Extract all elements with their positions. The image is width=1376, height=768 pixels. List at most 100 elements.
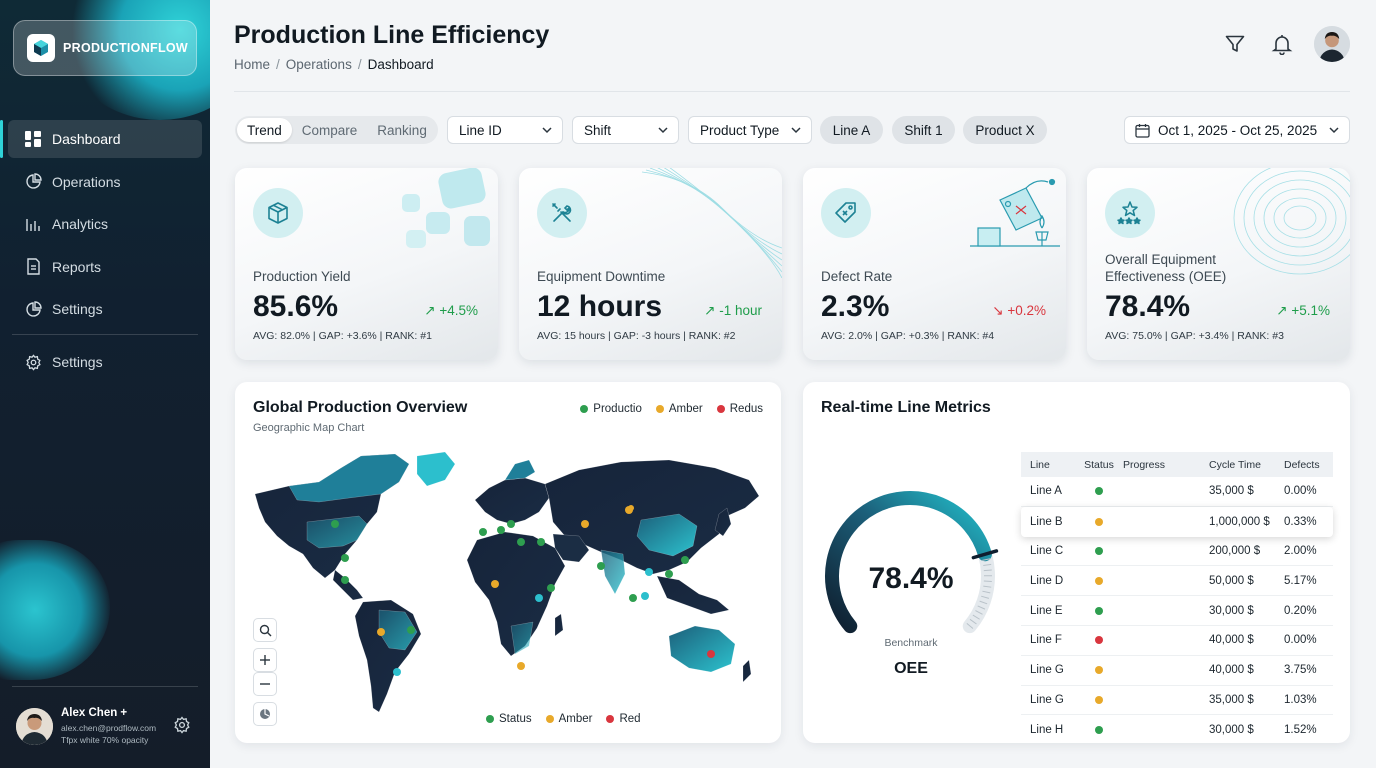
region-canada[interactable] [288,453,410,503]
map-marker[interactable] [491,580,499,588]
map-marker[interactable] [597,562,605,570]
tab-trend[interactable]: Trend [237,118,292,142]
kpi-card-production-yield[interactable]: Production Yield 85.6% ↗ +4.5% AVG: 82.0… [235,168,498,360]
column-header[interactable]: Progress [1123,458,1166,471]
region-south-africa[interactable] [510,621,534,655]
map-marker[interactable] [377,628,385,636]
filter-chip-shift[interactable]: Shift 1 [892,116,955,144]
column-header[interactable]: Defects [1284,458,1320,471]
legend-item[interactable]: Amber [545,713,592,725]
region-central-america[interactable] [332,569,364,601]
status-cell [1078,576,1120,585]
legend-item[interactable]: Productio [580,403,642,415]
avatar[interactable] [16,708,53,745]
map-marker[interactable] [707,650,715,658]
table-row[interactable]: Line B 1,000,000 $ 0.33% [1021,506,1333,537]
legend-item[interactable]: Redus [716,403,763,415]
table-row[interactable]: Line F 40,000 $ 0.00% [1021,626,1333,656]
map-marker[interactable] [393,668,401,676]
breadcrumb-home[interactable]: Home [234,57,271,72]
search-button[interactable] [253,618,277,642]
region-scandinavia[interactable] [504,459,536,481]
shift-select[interactable]: Shift [572,116,679,144]
bell-icon[interactable] [1271,33,1293,56]
map-marker[interactable] [628,505,634,511]
kpi-card-oee[interactable]: Overall Equipment Effectiveness (OEE) 78… [1087,168,1350,360]
filter-chip-product[interactable]: Product X [963,116,1047,144]
column-header[interactable]: Line [1030,458,1050,471]
filter-icon[interactable] [1224,33,1246,55]
sidebar-item-settings[interactable]: Settings [8,290,202,328]
table-row[interactable]: Line G 35,000 $ 1.03% [1021,686,1333,716]
breadcrumb-operations[interactable]: Operations [285,57,352,72]
map-marker[interactable] [535,594,543,602]
map-marker[interactable] [681,556,689,564]
map-marker[interactable] [341,554,349,562]
user-profile[interactable]: Alex Chen + alex.chen@prodflow.com Tfpx … [16,706,196,750]
legend-item[interactable]: Amber [655,403,703,415]
region-india[interactable] [600,549,626,595]
region-greenland[interactable] [416,451,456,487]
zoom-out-button[interactable] [253,672,277,696]
map-marker[interactable] [517,662,525,670]
zoom-in-button[interactable] [253,648,277,672]
legend-item[interactable]: Red [606,713,641,725]
tab-compare[interactable]: Compare [301,122,358,138]
region-new-zealand[interactable] [742,659,752,683]
map-marker[interactable] [641,592,649,600]
legend-item[interactable]: Status [486,713,532,725]
region-southeast-asia[interactable] [656,575,730,615]
product-type-select[interactable]: Product Type [688,116,812,144]
map-marker[interactable] [507,520,515,528]
date-range-picker[interactable]: Oct 1, 2025 - Oct 25, 2025 [1124,116,1350,144]
column-header[interactable]: Cycle Time [1209,458,1261,471]
sidebar-item-analytics[interactable]: Analytics [8,205,202,243]
map-marker[interactable] [547,584,555,592]
kpi-card-defect-rate[interactable]: Defect Rate 2.3% ↘ +0.2% AVG: 2.0% | GAP… [803,168,1066,360]
map-marker[interactable] [497,526,505,534]
table-row[interactable]: Line G 40,000 $ 3.75% [1021,656,1333,686]
column-header[interactable]: Status [1084,458,1114,471]
table-row[interactable]: Line D 50,000 $ 5.17% [1021,566,1333,597]
reset-view-button[interactable] [253,702,277,726]
region-japan[interactable] [714,507,732,537]
sidebar-item-reports[interactable]: Reports [8,248,202,286]
world-map[interactable] [249,450,769,720]
map-marker[interactable] [645,568,653,576]
map-marker[interactable] [629,594,637,602]
region-china[interactable] [636,513,698,557]
map-marker[interactable] [331,520,339,528]
map-marker[interactable] [581,520,589,528]
gear-icon[interactable] [173,716,191,734]
sidebar-item-operations[interactable]: Operations [8,163,202,201]
map-marker[interactable] [407,626,415,634]
gauge-tick [977,605,986,610]
region-australia[interactable] [668,625,736,673]
map-marker[interactable] [665,570,673,578]
table-row[interactable]: Line A 35,000 $ 0.00% [1021,477,1333,507]
table-row[interactable]: Line C 200,000 $ 2.00% [1021,537,1333,567]
table-row[interactable]: Line E 30,000 $ 0.20% [1021,596,1333,626]
region-madagascar[interactable] [554,613,564,637]
table-header: Line Status Progress Cycle Time Defects [1021,452,1333,477]
map-marker[interactable] [479,528,487,536]
sidebar-item-settings-secondary[interactable]: Settings [8,343,202,381]
avatar[interactable] [1314,26,1350,62]
line-id-select[interactable]: Line ID [447,116,563,144]
region-europe[interactable] [474,477,550,525]
region-middle-east[interactable] [552,533,590,563]
map-marker[interactable] [517,538,525,546]
brand-logo[interactable]: PRODUCTIONFLOW [13,20,197,76]
sidebar-item-dashboard[interactable]: Dashboard [0,120,202,158]
table-row[interactable]: Line H 30,000 $ 1.52% [1021,715,1333,743]
gauge-tick [983,569,992,572]
region-usa[interactable] [306,515,368,549]
map-marker[interactable] [341,576,349,584]
tab-ranking[interactable]: Ranking [377,122,427,138]
kpi-delta: ↗ +5.1% [1276,303,1330,319]
map-marker[interactable] [537,538,545,546]
filter-chip-line[interactable]: Line A [820,116,883,144]
kpi-card-equipment-downtime[interactable]: Equipment Downtime 12 hours ↗ -1 hour AV… [519,168,782,360]
gauge-ticks [966,558,993,629]
defects-cell: 2.00% [1284,544,1317,557]
